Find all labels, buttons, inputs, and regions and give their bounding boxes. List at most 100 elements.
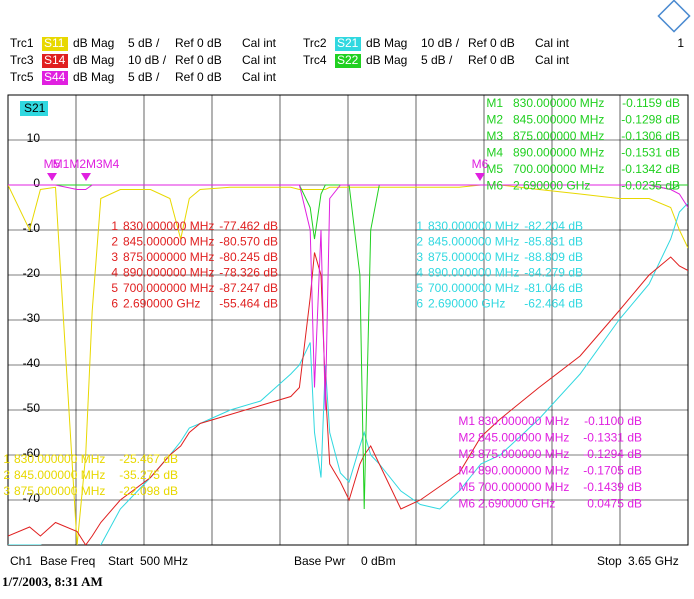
- scale: 5 dB /: [128, 36, 160, 50]
- marker-freq: 2.690000 GHz: [428, 297, 505, 311]
- marker-freq: 845.000000 MHz: [428, 235, 519, 249]
- cal: Cal int: [242, 70, 277, 84]
- marker-id: M2: [458, 431, 475, 445]
- marker-id: 4: [111, 266, 118, 280]
- marker-freq: 2.690000 GHz: [478, 497, 555, 511]
- marker-value: -80.570 dB: [219, 235, 278, 249]
- y-tick-label: -20: [23, 266, 41, 280]
- marker-id: 6: [111, 297, 118, 311]
- marker-id: 2: [3, 468, 10, 482]
- param-name: S22: [337, 53, 359, 67]
- marker-freq: 890.000000 MHz: [478, 464, 569, 478]
- marker-freq: 830.000000 MHz: [513, 96, 604, 110]
- page-number: 1: [677, 36, 684, 50]
- trace-id: Trc2: [303, 36, 327, 50]
- param-box: [335, 54, 361, 68]
- marker-id: M1: [486, 96, 503, 110]
- marker-value: -0.1439 dB: [583, 480, 642, 494]
- marker-freq: 2.690000 GHz: [123, 297, 200, 311]
- cal: Cal int: [242, 53, 277, 67]
- trace-id: Trc3: [10, 53, 34, 67]
- y-tick-label: -30: [23, 311, 41, 325]
- marker-value: -0.0235 dB: [621, 179, 680, 193]
- marker-value: -78.326 dB: [219, 266, 278, 280]
- trace-id: Trc5: [10, 70, 34, 84]
- param-box: [42, 37, 68, 51]
- marker-freq: 890.000000 MHz: [123, 266, 214, 280]
- status-channel: Ch1: [10, 554, 32, 568]
- y-tick-label: -60: [23, 446, 41, 460]
- param-box: [335, 37, 361, 51]
- marker-id: M1: [458, 414, 475, 428]
- marker-value: -55.464 dB: [219, 297, 278, 311]
- marker-label: M1M2M3M4: [53, 157, 120, 171]
- marker-freq: 830.000000 MHz: [123, 219, 214, 233]
- trace-line: [8, 202, 688, 545]
- marker-freq: 700.000000 MHz: [478, 480, 569, 494]
- marker-freq: 700.000000 MHz: [428, 281, 519, 295]
- format: dB Mag: [73, 70, 114, 84]
- marker-freq: 700.000000 MHz: [513, 162, 604, 176]
- param-box: [42, 54, 68, 68]
- marker-id: 2: [416, 235, 423, 249]
- marker-freq: 875.000000 MHz: [478, 447, 569, 461]
- trace-line: [8, 184, 688, 411]
- marker-value: -35.275 dB: [119, 468, 178, 482]
- marker-value: -0.1705 dB: [583, 464, 642, 478]
- status-sweep: Base Freq: [40, 554, 95, 568]
- y-tick-label: -40: [23, 356, 41, 370]
- timestamp: 1/7/2003, 8:31 AM: [2, 574, 103, 589]
- marker-value: -82.204 dB: [524, 219, 583, 233]
- active-trace-box: [20, 101, 48, 116]
- format: dB Mag: [366, 53, 407, 67]
- marker-freq: 875.000000 MHz: [428, 250, 519, 264]
- traces: [8, 184, 688, 545]
- status-start-label: Start: [108, 554, 134, 568]
- marker-value: -62.464 dB: [524, 297, 583, 311]
- status-stop-label: Stop: [597, 554, 622, 568]
- marker-value: 0.0475 dB: [587, 497, 642, 511]
- marker-id: M2: [486, 113, 503, 127]
- marker-id: 3: [3, 484, 10, 498]
- param-name: S21: [337, 36, 359, 50]
- marker-label: M6: [472, 157, 489, 171]
- marker-value: -0.1100 dB: [584, 414, 642, 428]
- marker-freq: 845.000000 MHz: [478, 431, 569, 445]
- format: dB Mag: [366, 36, 407, 50]
- format: dB Mag: [73, 53, 114, 67]
- param-name: S11: [44, 36, 65, 50]
- y-tick-label: 10: [27, 131, 41, 145]
- marker-id: M4: [486, 146, 503, 160]
- active-trace: S21: [24, 101, 46, 115]
- status-stop: 3.65 GHz: [628, 554, 679, 568]
- ref: Ref 0 dB: [175, 36, 222, 50]
- marker-id: M3: [486, 129, 503, 143]
- trace-id: Trc4: [303, 53, 327, 67]
- marker-value: -77.462 dB: [219, 219, 278, 233]
- marker-id: M5: [486, 162, 503, 176]
- marker-freq: 845.000000 MHz: [513, 113, 604, 127]
- marker-id: 4: [416, 266, 423, 280]
- marker-value: -0.1294 dB: [583, 447, 642, 461]
- marker-value: -0.1331 dB: [583, 431, 642, 445]
- ref: Ref 0 dB: [468, 36, 515, 50]
- marker-value: -0.1159 dB: [622, 96, 680, 110]
- marker-triangle: [475, 173, 485, 181]
- marker-value: -25.467 dB: [119, 452, 178, 466]
- marker-freq: 875.000000 MHz: [123, 250, 214, 264]
- cal: Cal int: [242, 36, 277, 50]
- marker-freq: 830.000000 MHz: [428, 219, 519, 233]
- cal: Cal int: [535, 36, 570, 50]
- status-power: 0 dBm: [361, 554, 396, 568]
- marker-value: -0.1306 dB: [621, 129, 680, 143]
- marker-freq: 845.000000 MHz: [14, 468, 105, 482]
- y-tick-label: -70: [23, 491, 41, 505]
- marker-freq: 890.000000 MHz: [428, 266, 519, 280]
- marker-value: -0.1298 dB: [621, 113, 680, 127]
- marker-value: -22.098 dB: [119, 484, 178, 498]
- marker-id: 3: [111, 250, 118, 264]
- param-name: S14: [44, 53, 66, 67]
- marker-id: 6: [416, 297, 423, 311]
- marker-id: 3: [416, 250, 423, 264]
